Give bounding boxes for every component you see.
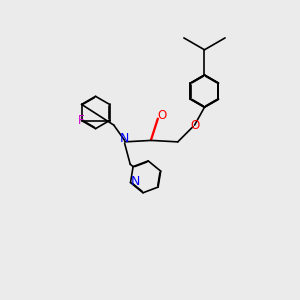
Text: O: O [190,118,199,132]
Text: O: O [157,109,166,122]
Text: N: N [120,132,129,145]
Text: N: N [131,175,140,188]
Text: F: F [78,114,85,127]
